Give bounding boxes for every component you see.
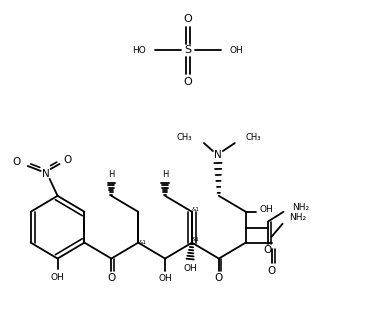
- Text: S: S: [184, 45, 192, 55]
- Text: OH: OH: [51, 273, 64, 282]
- Text: H: H: [108, 170, 115, 179]
- Text: N: N: [42, 169, 49, 179]
- Text: NH₂: NH₂: [293, 203, 310, 212]
- Text: N: N: [214, 150, 222, 160]
- Text: &1: &1: [192, 207, 200, 212]
- Text: O: O: [264, 245, 272, 255]
- Text: O: O: [215, 273, 223, 283]
- Text: CH₃: CH₃: [176, 133, 192, 142]
- Text: H: H: [162, 170, 168, 179]
- Text: O: O: [184, 14, 192, 24]
- Text: OH: OH: [158, 274, 172, 283]
- Text: &1: &1: [192, 237, 200, 242]
- Text: OH: OH: [260, 205, 273, 214]
- Text: NH₂: NH₂: [290, 213, 307, 222]
- Text: O: O: [268, 266, 276, 275]
- Text: O: O: [107, 273, 115, 283]
- Text: OH: OH: [183, 264, 197, 273]
- Text: CH₃: CH₃: [246, 133, 261, 142]
- Text: OH: OH: [230, 46, 244, 55]
- Text: O: O: [63, 155, 72, 165]
- Text: O: O: [184, 77, 192, 87]
- Text: &1: &1: [138, 240, 146, 245]
- Text: HO: HO: [132, 46, 146, 55]
- Text: O: O: [12, 157, 21, 167]
